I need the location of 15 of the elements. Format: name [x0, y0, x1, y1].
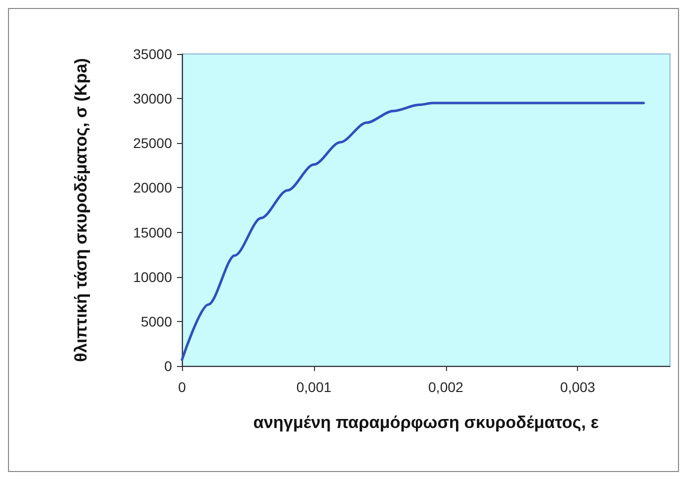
y-tick-label: 15000	[133, 224, 172, 240]
y-axis-title: θλιπτική τάση σκυροδέματος, σ (Kpa)	[72, 58, 90, 362]
line-series	[180, 102, 645, 362]
y-tick-label: 20000	[133, 180, 172, 196]
y-tick-label: 25000	[133, 135, 172, 152]
x-axis-title: ανηγμένη παραμόρφωση σκυροδέματος, ε	[253, 413, 599, 432]
y-tick-label: 30000	[133, 90, 172, 107]
y-tick-label: 10000	[133, 268, 172, 285]
y-tick-label: 0	[164, 358, 172, 374]
x-tick-label: 0,002	[428, 379, 464, 395]
y-tick-label: 35000	[133, 46, 172, 62]
x-tick-label: 0,003	[560, 379, 596, 395]
y-tick-label: 5000	[140, 313, 172, 330]
x-tick-label: 0,001	[296, 379, 332, 395]
x-tick-label: 0	[178, 379, 186, 395]
